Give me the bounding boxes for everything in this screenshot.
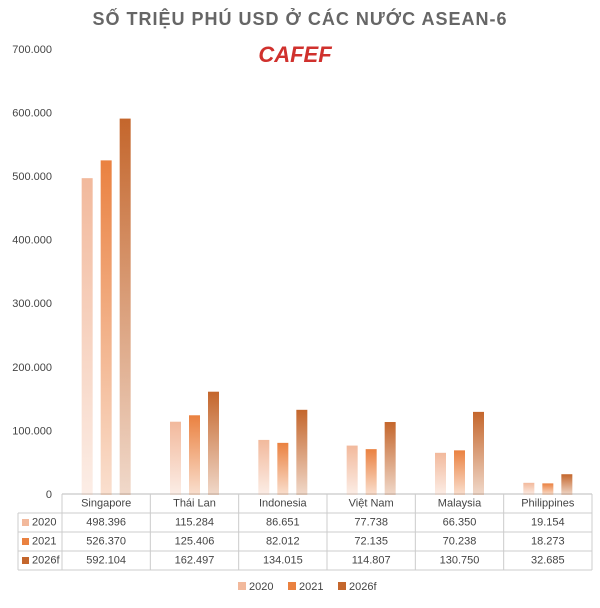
y-tick-label: 0 [46,489,52,501]
bar [542,483,554,495]
table-cell: 125.406 [175,535,215,547]
bar [296,409,308,495]
bar [435,452,446,495]
bar [384,422,396,495]
y-tick-label: 500.000 [12,171,52,183]
table-cell: 77.738 [354,516,388,528]
bar [454,450,465,495]
y-tick-label: 300.000 [12,298,52,310]
bar [277,442,289,495]
y-tick-label: 600.000 [12,107,52,119]
table-cell: 134.015 [263,554,303,566]
table-cell: 86.651 [266,516,300,528]
bar [208,391,219,495]
legend-swatch [338,582,346,590]
bar [170,421,181,495]
table-cell: 18.273 [531,535,565,547]
logo: CAFEF [258,42,332,67]
x-tick-label: Malaysia [438,497,482,509]
x-tick-label: Indonesia [259,497,308,509]
legend-swatch [22,557,29,564]
legend-swatch [288,582,296,590]
bar [346,445,358,495]
x-tick-label: Thái Lan [173,497,216,509]
table-cell: 526.370 [86,535,126,547]
table-cell: 115.284 [175,516,214,528]
x-tick-label: Singapore [81,497,131,509]
legend-swatch [22,538,29,545]
y-tick-label: 700.000 [12,44,52,56]
bar [561,474,573,495]
bar [523,482,535,495]
legend-label: 2021 [299,581,323,593]
bar [258,439,270,495]
table-cell: 66.350 [443,516,477,528]
y-tick-label: 100.000 [12,425,52,437]
bar [189,415,200,495]
legend-swatch [238,582,246,590]
bar [81,178,93,495]
table-cell: 162.497 [175,554,215,566]
table-cell: 130.750 [440,554,480,566]
legend-swatch [22,519,29,526]
table-cell: 82.012 [266,535,300,547]
legend-label: 2020 [249,581,273,593]
x-tick-label: Philippines [521,497,575,509]
table-row-header: 2021 [32,535,56,547]
table-cell: 114.807 [352,554,391,566]
table-cell: 32.685 [531,554,565,566]
x-tick-label: Việt Nam [349,497,394,509]
table-cell: 72.135 [354,535,388,547]
legend-label: 2026f [349,581,377,593]
chart-title: SỐ TRIỆU PHÚ USD Ở CÁC NƯỚC ASEAN-6 [92,8,507,29]
table-cell: 70.238 [443,535,477,547]
table-cell: 592.104 [86,554,126,566]
table-cell: 19.154 [531,516,565,528]
table-row-header: 2026f [32,554,60,566]
bar [100,160,112,495]
bar [365,449,377,495]
y-tick-label: 200.000 [12,362,52,374]
y-tick-label: 400.000 [12,235,52,247]
bar [473,411,484,495]
table-row-header: 2020 [32,516,56,528]
table-cell: 498.396 [86,516,126,528]
bar [119,118,131,495]
